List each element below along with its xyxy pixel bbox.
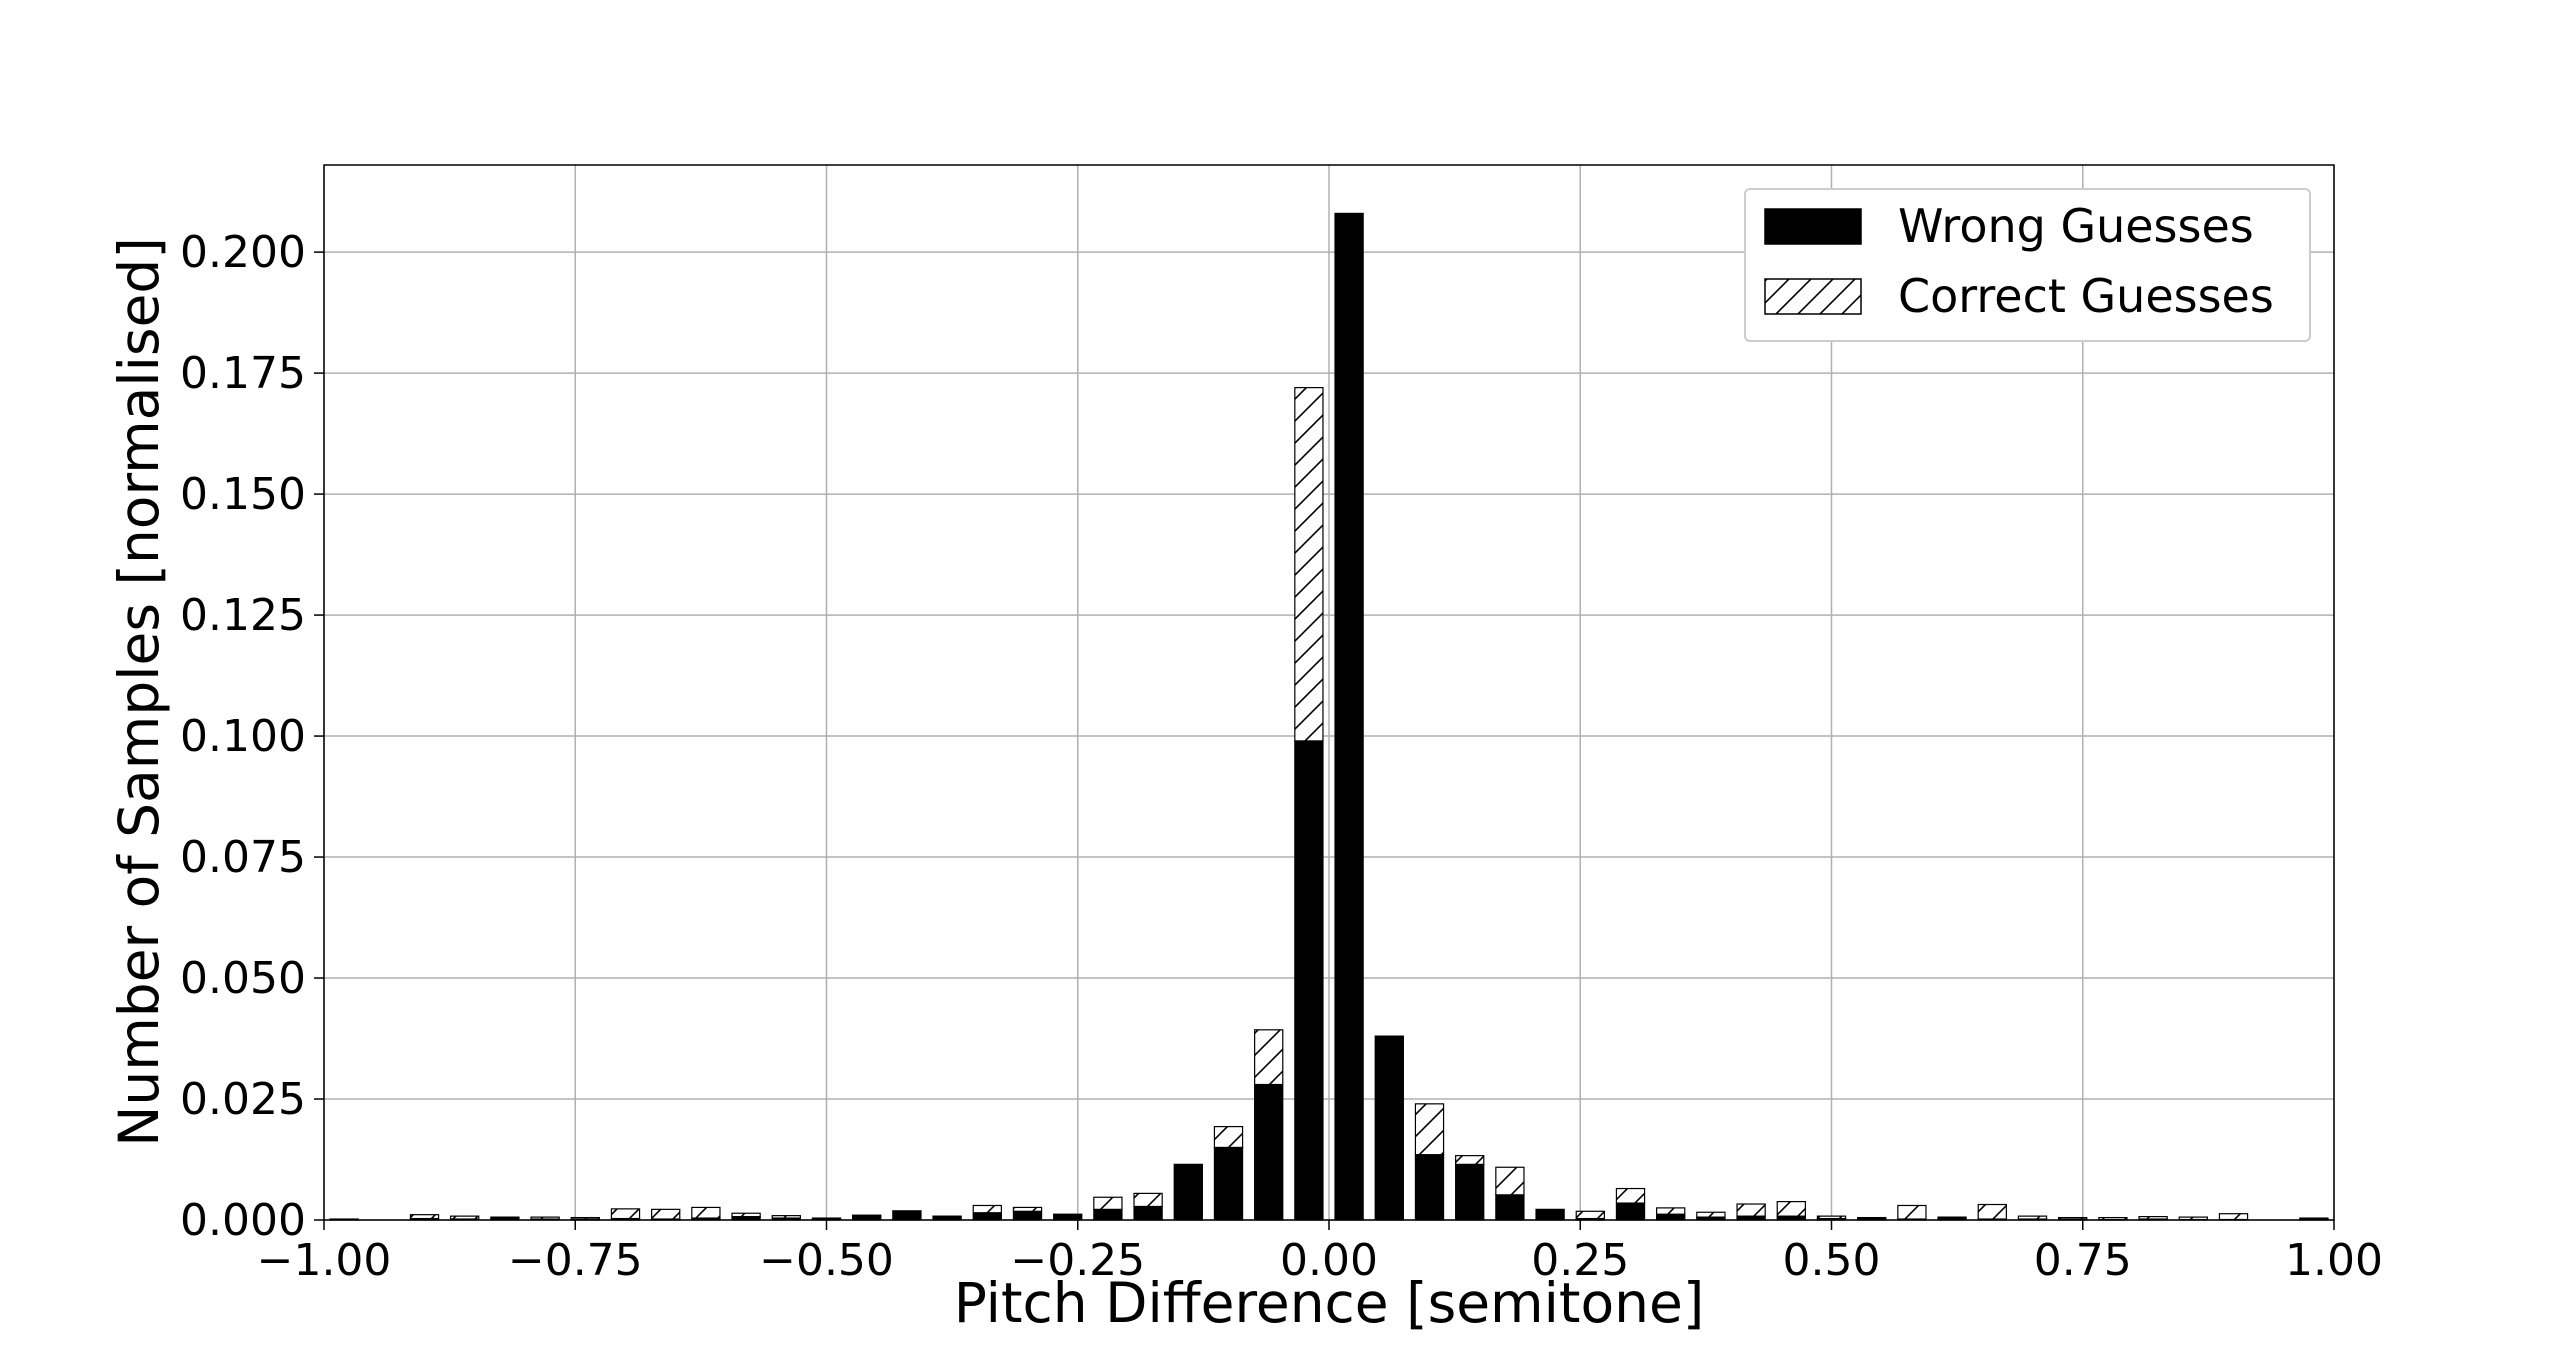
bar-wrong-guesses [1656, 1213, 1686, 1221]
y-tick-label: 0.075 [180, 832, 306, 883]
bar-correct-guesses [852, 1214, 882, 1217]
legend-swatch-wrong [1764, 208, 1862, 245]
bar-correct-guesses [409, 1214, 440, 1220]
bar-wrong-guesses [1414, 1154, 1445, 1221]
bar-correct-guesses [2138, 1216, 2168, 1220]
bar-wrong-guesses [1535, 1208, 1565, 1221]
bar-correct-guesses [2299, 1217, 2329, 1220]
bar-correct-guesses [651, 1208, 681, 1220]
y-tick-label: 0.125 [180, 590, 306, 641]
bar-wrong-guesses [1294, 740, 1324, 1221]
x-axis-label: Pitch Difference [semitone] [954, 1271, 1705, 1335]
y-tick-label: 0.050 [180, 953, 306, 1004]
bar-correct-guesses [2017, 1215, 2048, 1220]
bar-correct-guesses [972, 1204, 1002, 1214]
x-tick-label: 0.25 [1531, 1235, 1629, 1286]
bar-correct-guesses [1696, 1211, 1726, 1218]
bar-correct-guesses [1414, 1103, 1445, 1156]
bar-wrong-guesses [1012, 1210, 1043, 1221]
y-tick-label: 0.000 [180, 1195, 306, 1246]
bar-correct-guesses [1213, 1125, 1244, 1149]
bar-correct-guesses [2058, 1216, 2088, 1220]
x-tick-label: −1.00 [257, 1235, 392, 1286]
bar-wrong-guesses [1455, 1163, 1485, 1221]
x-tick-label: 0.00 [1280, 1235, 1378, 1286]
bar-correct-guesses [1615, 1187, 1646, 1204]
legend: Wrong Guesses Correct Guesses [1744, 188, 2311, 342]
bar-correct-guesses [1254, 1029, 1284, 1086]
y-axis-ticks: 0.000 0.025 0.050 0.075 0.100 0.125 0.150 0.175… [180, 227, 324, 1246]
bar-correct-guesses [771, 1215, 801, 1219]
bar-wrong-guesses [1374, 1035, 1404, 1221]
bar-correct-guesses [1977, 1203, 2007, 1220]
bar-correct-guesses [1455, 1155, 1485, 1165]
bar-correct-guesses [691, 1206, 721, 1219]
bar-wrong-guesses [1093, 1208, 1123, 1221]
bar-wrong-guesses [1495, 1194, 1525, 1221]
y-axis-label: Number of Samples [normalised] [107, 237, 171, 1147]
bar-wrong-guesses [972, 1212, 1002, 1221]
bar-correct-guesses [450, 1215, 480, 1220]
bar-correct-guesses [2218, 1213, 2249, 1221]
bar-correct-guesses [1656, 1207, 1686, 1215]
bar-correct-guesses [1012, 1206, 1043, 1212]
y-tick-label: 0.150 [180, 469, 306, 520]
bar-correct-guesses [1897, 1204, 1927, 1220]
bar-correct-guesses [1093, 1196, 1123, 1210]
x-tick-label: −0.50 [759, 1235, 894, 1286]
bar-correct-guesses [570, 1216, 600, 1220]
bar-wrong-guesses [1173, 1163, 1203, 1221]
bar-wrong-guesses [1133, 1205, 1163, 1221]
y-tick-label: 0.025 [180, 1074, 306, 1125]
bar-correct-guesses [1133, 1192, 1163, 1208]
bar-correct-guesses [1776, 1201, 1806, 1217]
bar-correct-guesses [2098, 1216, 2128, 1221]
legend-label-correct: Correct Guesses [1898, 269, 2274, 323]
bar-correct-guesses [1294, 387, 1324, 742]
bar-correct-guesses [1575, 1210, 1605, 1220]
x-tick-label: −0.25 [1010, 1235, 1145, 1286]
x-tick-label: 0.75 [2034, 1235, 2132, 1286]
x-tick-label: 0.50 [1783, 1235, 1881, 1286]
bar-wrong-guesses [892, 1210, 922, 1221]
y-tick-label: 0.175 [180, 348, 306, 399]
bar-correct-guesses [811, 1217, 842, 1220]
y-tick-label: 0.100 [180, 711, 306, 762]
bar-wrong-guesses [1254, 1083, 1284, 1221]
legend-swatch-correct [1764, 278, 1862, 315]
bar-correct-guesses [1857, 1216, 1887, 1220]
bar-wrong-guesses [1615, 1202, 1646, 1221]
bar-correct-guesses [1816, 1215, 1847, 1220]
bars [329, 212, 2329, 1221]
bar-correct-guesses [610, 1208, 641, 1220]
legend-label-wrong: Wrong Guesses [1898, 199, 2254, 253]
y-tick-label: 0.200 [180, 227, 306, 278]
bar-wrong-guesses [1213, 1146, 1244, 1221]
x-tick-label: −0.75 [508, 1235, 643, 1286]
legend-frame [1744, 188, 2311, 342]
bar-correct-guesses [731, 1212, 761, 1218]
x-axis-ticks: −1.00 −0.75 −0.50 −0.25 0.00 0.25 0.50 0.75 1.00 [257, 1220, 2383, 1286]
x-tick-label: 1.00 [2285, 1235, 2383, 1286]
bar-correct-guesses [1736, 1203, 1766, 1217]
bar-correct-guesses [1495, 1166, 1525, 1196]
grid-lines [323, 165, 2335, 1221]
bar-correct-guesses [530, 1216, 560, 1220]
bar-wrong-guesses [1053, 1213, 1083, 1221]
bar-wrong-guesses [1334, 212, 1364, 1221]
bar-correct-guesses [2178, 1216, 2208, 1221]
